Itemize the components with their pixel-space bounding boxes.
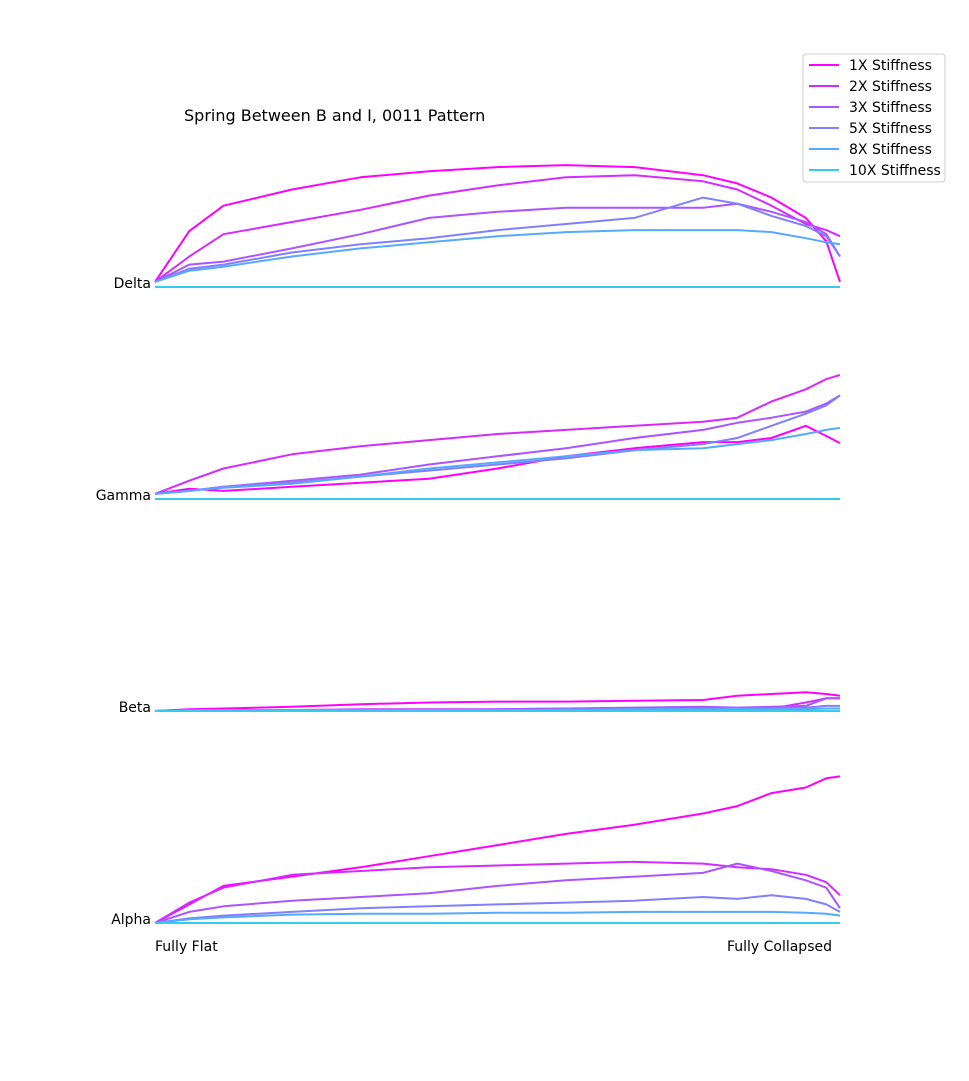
- legend-label: 10X Stiffness: [849, 163, 941, 179]
- series-line-alpha-2x: [154, 860, 841, 924]
- series-line-delta-3x: [154, 202, 841, 283]
- legend-label: 3X Stiffness: [849, 100, 932, 116]
- panel-label-gamma: Gamma: [96, 488, 151, 504]
- series-line-gamma-5x: [154, 394, 841, 495]
- legend-label: 5X Stiffness: [849, 121, 932, 137]
- panel-label-alpha: Alpha: [111, 912, 151, 928]
- panel-beta: Beta: [119, 691, 841, 716]
- series-line-beta-1x: [154, 691, 841, 712]
- series-line-gamma-2x: [154, 374, 841, 495]
- legend-label: 1X Stiffness: [849, 58, 932, 74]
- series-line-delta-1x: [154, 164, 841, 283]
- series-line-delta-5x: [154, 196, 841, 283]
- series-line-alpha-5x: [154, 894, 841, 924]
- chart-panels: Delta Gamma Beta Alpha: [96, 164, 841, 928]
- series-line-gamma-8x: [154, 426, 841, 495]
- legend: 1X Stiffness 2X Stiffness 3X Stiffness 5X S…: [802, 53, 946, 183]
- panel-gamma: Gamma: [96, 374, 841, 504]
- series-line-delta-2x: [154, 174, 841, 283]
- legend-label: 8X Stiffness: [849, 142, 932, 158]
- legend-label: 2X Stiffness: [849, 79, 932, 95]
- series-line-alpha-8x: [154, 910, 841, 924]
- panel-delta: Delta: [114, 164, 841, 292]
- panel-label-delta: Delta: [114, 276, 151, 292]
- series-line-alpha-1x: [154, 775, 841, 924]
- x-label-left: Fully Flat: [155, 939, 218, 955]
- panel-alpha: Alpha: [111, 775, 841, 928]
- series-line-delta-8x: [154, 229, 841, 283]
- series-line-alpha-3x: [154, 862, 841, 924]
- x-label-right: Fully Collapsed: [727, 939, 832, 955]
- chart-title: Spring Between B and I, 0011 Pattern: [184, 106, 485, 125]
- panel-label-beta: Beta: [119, 700, 151, 716]
